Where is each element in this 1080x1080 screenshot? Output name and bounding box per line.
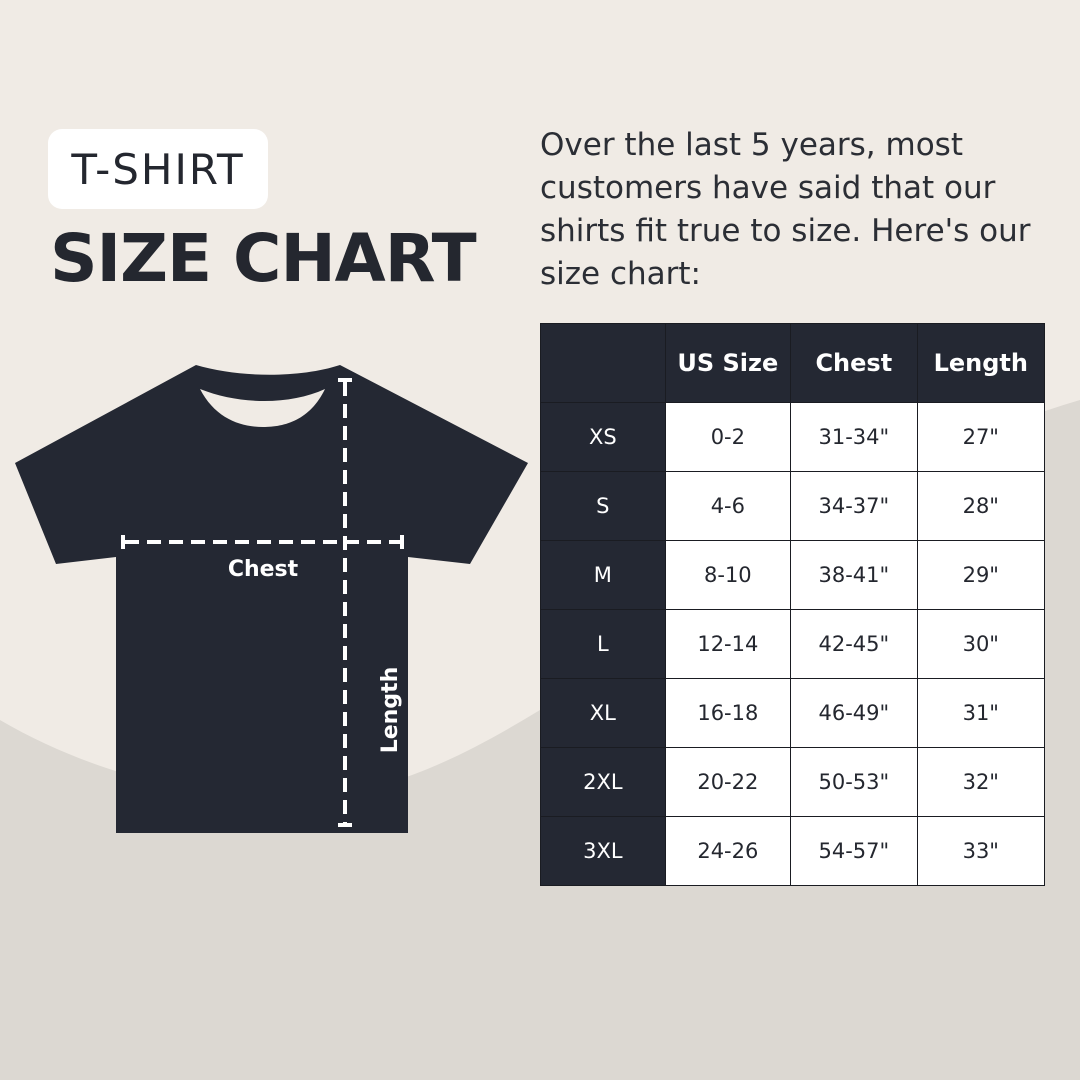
header-us-size: US Size: [664, 323, 792, 403]
cell-length: 31": [916, 678, 1046, 748]
cell-size: 2XL: [540, 747, 666, 817]
cell-chest: 54-57": [790, 816, 918, 886]
cell-size: XS: [540, 402, 666, 472]
header-cell: [540, 323, 666, 403]
cell-us-size: 16-18: [664, 678, 792, 748]
table-row: M 8-10 38-41" 29": [540, 540, 1046, 610]
cell-chest: 31-34": [790, 402, 918, 472]
cell-chest: 42-45": [790, 609, 918, 679]
cell-chest: 46-49": [790, 678, 918, 748]
table-row: S 4-6 34-37" 28": [540, 471, 1046, 541]
cell-us-size: 12-14: [664, 609, 792, 679]
table-row: 3XL 24-26 54-57" 33": [540, 816, 1046, 886]
cell-chest: 34-37": [790, 471, 918, 541]
intro-text: Over the last 5 years, most customers ha…: [540, 127, 1031, 292]
t-shirt-badge: T-SHIRT: [48, 129, 268, 209]
cell-length: 28": [916, 471, 1046, 541]
table-row: XS 0-2 31-34" 27": [540, 402, 1046, 472]
cell-chest: 50-53": [790, 747, 918, 817]
cell-size: L: [540, 609, 666, 679]
table-row: L 12-14 42-45" 30": [540, 609, 1046, 679]
cell-chest: 38-41": [790, 540, 918, 610]
cell-us-size: 20-22: [664, 747, 792, 817]
table-row: 2XL 20-22 50-53" 32": [540, 747, 1046, 817]
collar-gap: [200, 389, 325, 427]
size-table: US Size Chest Length XS 0-2 31-34" 27" S 4-6 3…: [540, 323, 1046, 886]
cell-length: 32": [916, 747, 1046, 817]
cell-length: 27": [916, 402, 1046, 472]
header-length: Length: [916, 323, 1046, 403]
cell-us-size: 8-10: [664, 540, 792, 610]
cell-us-size: 4-6: [664, 471, 792, 541]
cell-length: 29": [916, 540, 1046, 610]
cell-size: XL: [540, 678, 666, 748]
cell-length: 33": [916, 816, 1046, 886]
header-chest: Chest: [790, 323, 918, 403]
chest-label: Chest: [228, 557, 299, 582]
table-row: XL 16-18 46-49" 31": [540, 678, 1046, 748]
t-shirt-diagram: Chest Length: [15, 365, 528, 833]
table-header-row: US Size Chest Length: [540, 323, 1046, 403]
cell-length: 30": [916, 609, 1046, 679]
cell-us-size: 24-26: [664, 816, 792, 886]
cell-size: S: [540, 471, 666, 541]
cell-us-size: 0-2: [664, 402, 792, 472]
cell-size: 3XL: [540, 816, 666, 886]
cell-size: M: [540, 540, 666, 610]
t-shirt-shape: [15, 365, 528, 833]
page-title: SIZE CHART: [50, 220, 477, 297]
length-label: Length: [378, 667, 403, 754]
